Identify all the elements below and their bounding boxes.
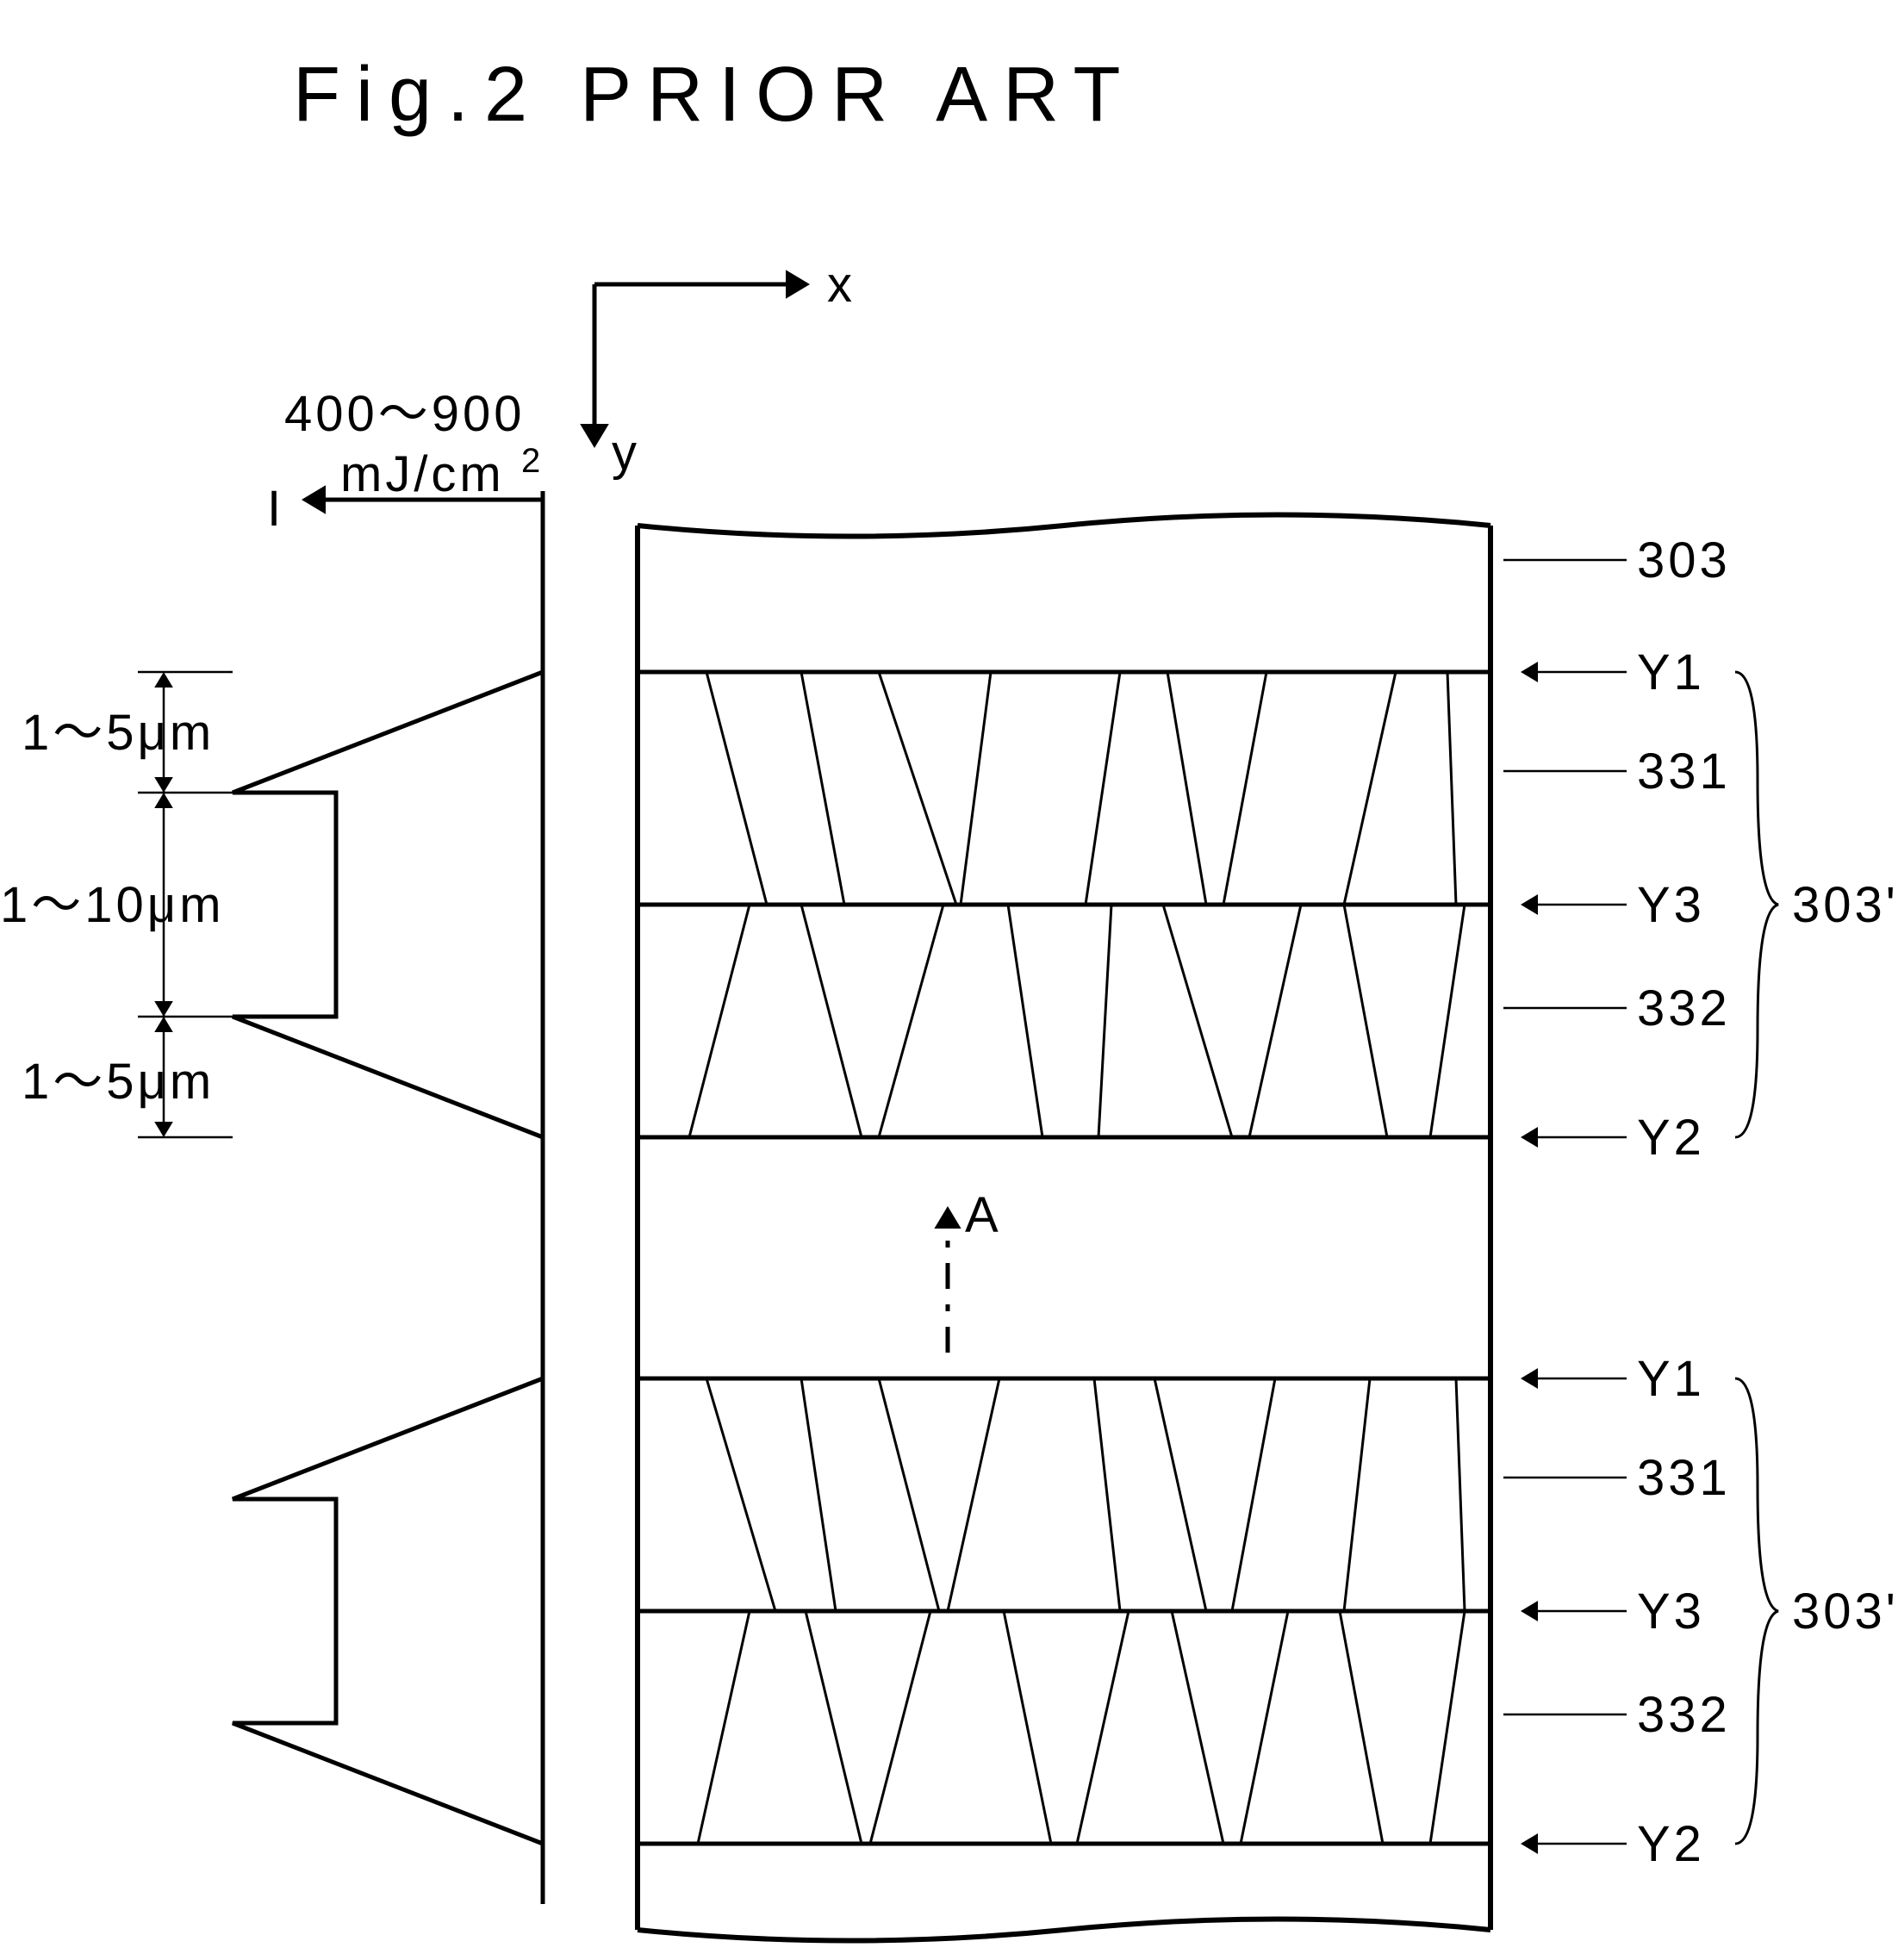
grain-boundary: [1172, 1611, 1223, 1844]
arrow-head: [1521, 894, 1538, 915]
grain-boundary: [1098, 905, 1111, 1137]
callout-label: 331: [1637, 744, 1731, 800]
intensity-profile: [233, 1378, 543, 1844]
grain-boundary: [1430, 905, 1465, 1137]
grain-boundary: [1340, 1611, 1383, 1844]
grain-boundary: [801, 672, 844, 905]
grain-boundary: [948, 1378, 999, 1611]
grain-boundary: [1077, 1611, 1129, 1844]
arrow-head: [154, 777, 173, 793]
grain-boundary: [1163, 905, 1232, 1137]
grain-boundary: [1249, 905, 1301, 1137]
grain-boundary: [801, 1378, 836, 1611]
grain-boundary: [1430, 1611, 1465, 1844]
axis-y-label: y: [612, 425, 640, 481]
arrow-head: [302, 485, 326, 514]
arrow-head: [1521, 1833, 1538, 1854]
grain-boundary: [870, 1611, 930, 1844]
grain-boundary: [879, 905, 943, 1137]
brace-label: 303': [1792, 1584, 1898, 1640]
grain-boundary: [1344, 672, 1396, 905]
grain-boundary: [1344, 1378, 1370, 1611]
axis-x-label: x: [827, 257, 856, 313]
grain-boundary: [1241, 1611, 1288, 1844]
dimension-label-bot: 1～5μm: [22, 1054, 215, 1110]
callout-label: 332: [1637, 980, 1731, 1036]
grain-boundary: [879, 672, 956, 905]
arrow-head: [934, 1206, 961, 1229]
energy-density-value: 400～900: [284, 386, 526, 442]
callout-label: Y2: [1637, 1110, 1705, 1166]
callout-label: Y3: [1637, 1584, 1705, 1640]
arrow-head: [154, 793, 173, 808]
energy-density-sup: 2: [521, 442, 540, 480]
grain-boundary: [801, 905, 862, 1137]
arrow-head: [154, 1017, 173, 1032]
arrow-head: [580, 424, 609, 448]
grain-boundary: [1447, 672, 1456, 905]
grain-boundary: [1456, 1378, 1465, 1611]
callout-label: Y1: [1637, 1351, 1705, 1407]
substrate-bottom-edge: [638, 1920, 1490, 1941]
callout-label: 331: [1637, 1450, 1731, 1506]
arrow-head: [786, 270, 810, 299]
grain-boundary: [879, 1378, 939, 1611]
callout-label: Y2: [1637, 1816, 1705, 1872]
arrow-head: [154, 1122, 173, 1137]
brace-label: 303': [1792, 877, 1898, 933]
grain-boundary: [1223, 672, 1266, 905]
grain-boundary: [1008, 905, 1042, 1137]
arrow-head: [154, 672, 173, 688]
grain-boundary: [1086, 672, 1120, 905]
dimension-label-top: 1～5μm: [22, 705, 215, 761]
grain-boundary: [1094, 1378, 1120, 1611]
grain-boundary: [1344, 905, 1387, 1137]
grain-boundary: [1232, 1378, 1275, 1611]
dimension-label-mid: 1～10μm: [0, 877, 225, 933]
figure-title: Fig.2 PRIOR ART: [293, 52, 1136, 138]
grain-boundary: [806, 1611, 862, 1844]
arrow-head: [1521, 662, 1538, 682]
direction-label-a: A: [965, 1187, 1002, 1243]
brace: [1735, 1378, 1778, 1844]
intensity-profile: [233, 672, 543, 1137]
grain-boundary: [706, 672, 767, 905]
intensity-axis-label: I: [267, 481, 284, 537]
arrow-head: [1521, 1601, 1538, 1621]
grain-boundary: [689, 905, 750, 1137]
arrow-head: [1521, 1127, 1538, 1148]
callout-label: 303: [1637, 532, 1731, 588]
grain-boundary: [961, 672, 991, 905]
brace: [1735, 672, 1778, 1137]
callout-label: Y1: [1637, 644, 1705, 700]
arrow-head: [154, 1001, 173, 1017]
grain-boundary: [1154, 1378, 1206, 1611]
grain-boundary: [1167, 672, 1206, 905]
arrow-head: [1521, 1368, 1538, 1389]
callout-label: Y3: [1637, 877, 1705, 933]
energy-density-unit: mJ/cm: [340, 446, 505, 502]
callout-label: 332: [1637, 1687, 1731, 1743]
grain-boundary: [706, 1378, 775, 1611]
grain-boundary: [698, 1611, 750, 1844]
grain-boundary: [1004, 1611, 1051, 1844]
substrate-top-edge: [638, 515, 1490, 537]
